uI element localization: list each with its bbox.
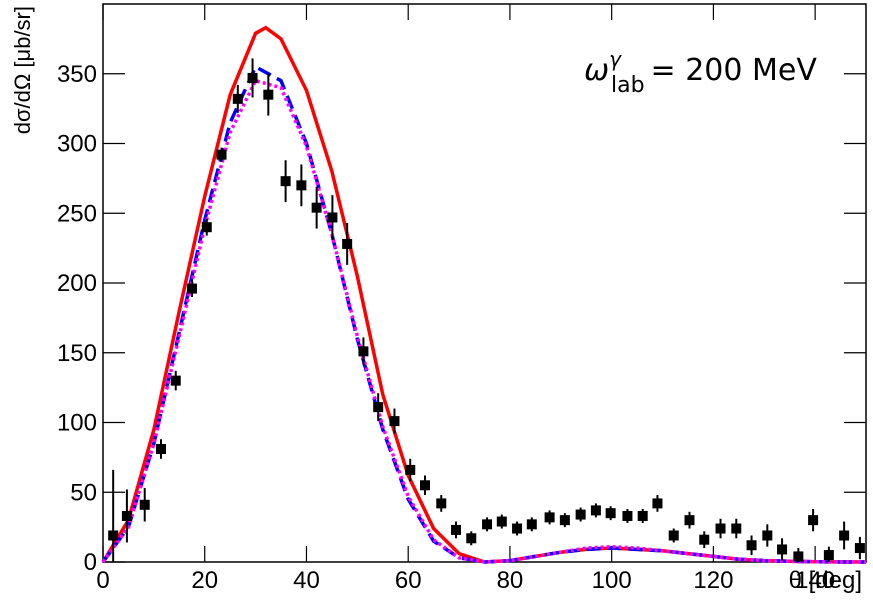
data-point xyxy=(311,202,322,213)
data-point xyxy=(715,523,726,534)
data-point xyxy=(590,505,601,516)
data-point xyxy=(108,530,119,541)
data-point xyxy=(121,510,132,521)
x-tick-label: 0 xyxy=(96,567,109,594)
data-point xyxy=(342,238,353,249)
data-point xyxy=(247,72,258,83)
data-point xyxy=(280,176,291,187)
data-point xyxy=(777,544,788,555)
data-point xyxy=(405,464,416,475)
data-point xyxy=(808,515,819,526)
data-point xyxy=(559,515,570,526)
y-tick-label: 0 xyxy=(84,549,97,576)
data-point xyxy=(389,416,400,427)
data-point xyxy=(373,402,384,413)
y-tick-label: 250 xyxy=(57,200,97,227)
x-tick-label: 80 xyxy=(497,567,524,594)
y-tick-label: 350 xyxy=(57,61,97,88)
data-point xyxy=(637,510,648,521)
data-point xyxy=(496,516,507,527)
data-point xyxy=(699,534,710,545)
data-point xyxy=(839,530,850,541)
data-point xyxy=(731,523,742,534)
x-tick-label: 120 xyxy=(693,567,733,594)
y-axis-label: dσ/dΩ [μb/sr] xyxy=(10,6,35,134)
data-point xyxy=(436,498,447,509)
data-point xyxy=(684,515,695,526)
x-tick-label: 60 xyxy=(395,567,422,594)
data-point xyxy=(823,550,834,561)
y-tick-label: 200 xyxy=(57,270,97,297)
y-tick-label: 300 xyxy=(57,131,97,158)
data-point xyxy=(296,180,307,191)
data-point xyxy=(216,149,227,160)
data-point xyxy=(451,524,462,535)
data-point xyxy=(419,480,430,491)
data-point xyxy=(526,519,537,530)
x-tick-label: 40 xyxy=(293,567,320,594)
data-point xyxy=(854,543,865,554)
data-point xyxy=(358,346,369,357)
data-point xyxy=(232,93,243,104)
x-tick-label: 140 xyxy=(795,567,835,594)
annotation: ωγ lab = 200 MeV xyxy=(584,47,817,98)
data-point xyxy=(327,212,338,223)
data-point xyxy=(201,222,212,233)
data-point xyxy=(605,508,616,519)
x-tick-label: 20 xyxy=(191,567,218,594)
data-point xyxy=(139,499,150,510)
data-point xyxy=(762,530,773,541)
data-point xyxy=(544,512,555,523)
data-point xyxy=(652,498,663,509)
annotation-text: = 200 MeV xyxy=(651,53,818,88)
curve xyxy=(101,25,867,564)
x-tick-label: 100 xyxy=(592,567,632,594)
y-tick-label: 100 xyxy=(57,410,97,437)
data-point xyxy=(482,519,493,530)
data-point xyxy=(622,510,633,521)
data-point xyxy=(466,533,477,544)
y-tick-label: 50 xyxy=(70,479,97,506)
data-point xyxy=(793,551,804,562)
data-point xyxy=(575,509,586,520)
annotation-symbol: ω xyxy=(584,53,609,88)
curve xyxy=(101,78,866,564)
y-tick-label: 150 xyxy=(57,340,97,367)
data-point xyxy=(155,444,166,455)
annotation-sub: lab xyxy=(611,73,645,98)
data-point xyxy=(512,523,523,534)
data-point xyxy=(746,540,757,551)
x-axis-label: θ [deg] xyxy=(789,567,862,594)
data-point xyxy=(668,530,679,541)
data-point xyxy=(263,89,274,100)
data-point xyxy=(170,375,181,386)
annotation-sup: γ xyxy=(609,47,622,71)
data-point xyxy=(187,283,198,294)
